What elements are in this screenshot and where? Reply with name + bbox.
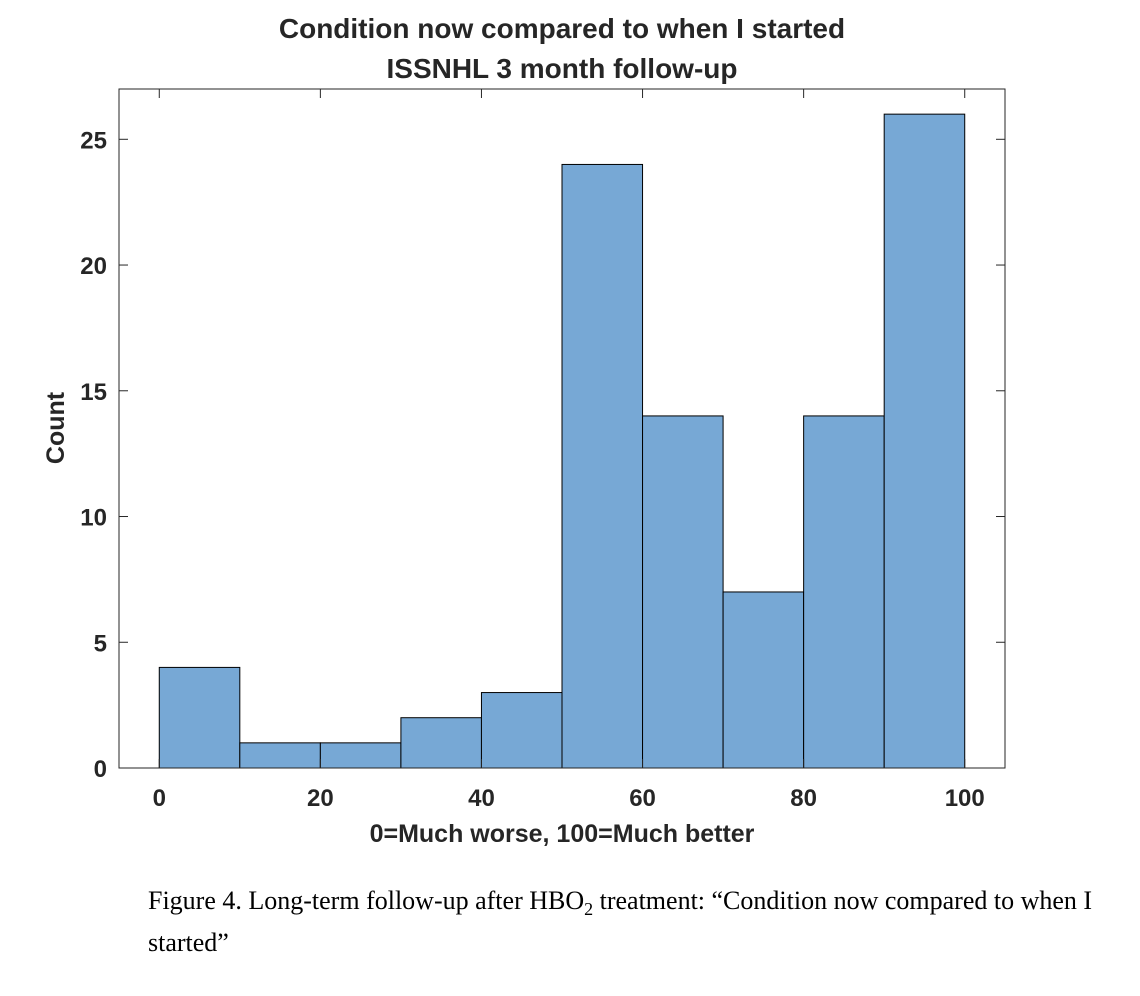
caption-suffix: treatment: “Condition now compared to wh…	[148, 886, 1093, 958]
x-tick-label: 60	[629, 785, 656, 812]
histogram-bar	[319, 742, 402, 769]
histogram-bar	[883, 113, 966, 769]
bars-group	[158, 113, 966, 769]
histogram-bar	[480, 692, 563, 769]
histogram-chart: Condition now compared to when I started…	[42, 13, 1006, 848]
y-tick-label: 20	[80, 253, 107, 280]
histogram-bar	[803, 415, 885, 769]
histogram-bar	[642, 415, 724, 769]
x-tick-label: 20	[307, 785, 334, 812]
y-axis-label: Count	[42, 391, 70, 464]
y-tick-label: 0	[94, 756, 107, 783]
chart-title-line-2: ISSNHL 3 month follow-up	[386, 53, 737, 84]
y-tick-label: 25	[80, 127, 107, 154]
caption-prefix: Figure 4. Long-term follow-up after HBO	[148, 886, 585, 915]
x-tick-labels: 0 20 40 60 80 100	[153, 785, 985, 812]
plot-area-frame	[118, 88, 1006, 769]
y-tick-label: 10	[80, 505, 107, 532]
histogram-bar	[400, 717, 482, 769]
histogram-bar	[561, 163, 644, 769]
y-tick-label: 15	[80, 379, 107, 406]
x-tick-label: 100	[945, 785, 985, 812]
x-tick-label: 0	[153, 785, 166, 812]
histogram-bar	[722, 591, 805, 769]
axis-ticks	[119, 89, 1005, 769]
x-tick-label: 80	[790, 785, 817, 812]
chart-title: Condition now compared to when I started…	[279, 13, 845, 84]
caption-subscript: 2	[584, 899, 594, 920]
chart-title-line-1: Condition now compared to when I started	[279, 13, 845, 44]
x-axis-label: 0=Much worse, 100=Much better	[370, 820, 755, 848]
y-tick-label: 5	[94, 630, 107, 657]
histogram-bar	[158, 666, 241, 769]
figure-caption: Figure 4. Long-term follow-up after HBO2…	[148, 884, 1128, 960]
y-tick-labels: 0 5 10 15 20 25	[80, 127, 107, 783]
histogram-bar	[239, 742, 321, 769]
x-tick-label: 40	[468, 785, 495, 812]
